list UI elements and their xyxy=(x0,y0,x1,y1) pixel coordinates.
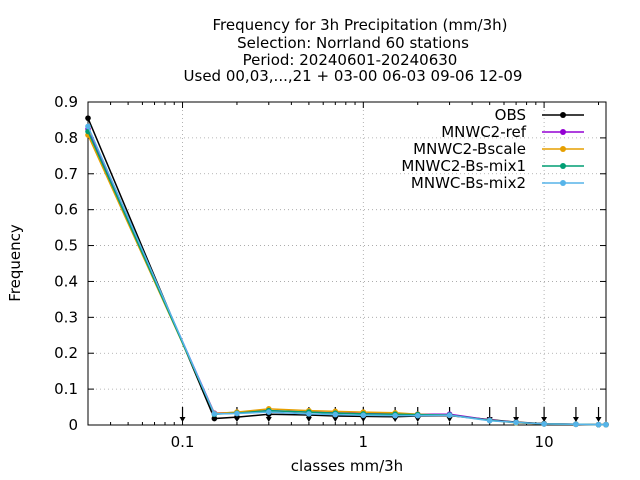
legend-marker xyxy=(560,129,566,135)
data-point xyxy=(306,411,312,417)
data-point xyxy=(573,421,579,428)
legend-entry: OBS xyxy=(495,106,584,124)
data-point xyxy=(603,421,609,428)
legend-marker xyxy=(560,180,566,186)
data-point xyxy=(486,417,493,424)
y-tick-label: 0.2 xyxy=(54,344,78,362)
series-line xyxy=(87,117,606,426)
data-point xyxy=(332,411,339,418)
series-mnwc2-bscale xyxy=(85,132,609,428)
y-tick-label: 0.3 xyxy=(54,308,78,326)
series-line xyxy=(87,134,606,426)
data-series xyxy=(85,115,609,428)
x-tick-label: 0.1 xyxy=(171,433,195,451)
y-tick-label: 0.1 xyxy=(54,380,78,398)
y-tick-label: 0.5 xyxy=(54,237,78,255)
plot-frame xyxy=(87,101,607,426)
axes: 0 0.1 0.2 0.3 0.4 0.5 0.6 0.7 0.8 0.9 0.1 1 10 xyxy=(54,93,607,451)
grid-lines xyxy=(88,102,606,425)
class-marker-arrow xyxy=(572,407,579,422)
title-line-3: Period: 20240601-20240630 xyxy=(243,51,458,69)
data-point xyxy=(85,123,91,130)
class-marker-arrow xyxy=(179,407,186,422)
legend-entry: MNWC2-Bs-mix1 xyxy=(401,157,584,175)
legend-entry: MNWC2-ref xyxy=(441,123,584,141)
x-tick-label: 10 xyxy=(535,433,554,451)
legend-label: MNWC2-Bs-mix1 xyxy=(401,157,526,175)
series-line xyxy=(87,128,606,426)
series-mnwc2-ref xyxy=(85,126,609,428)
x-tick-label: 1 xyxy=(359,433,369,451)
y-tick-label: 0.7 xyxy=(54,165,78,183)
data-point xyxy=(360,412,367,419)
series-mnwc-bs-mix2 xyxy=(85,123,609,428)
data-point xyxy=(85,115,91,121)
series-line xyxy=(87,126,606,426)
data-point xyxy=(541,421,547,427)
legend-label: OBS xyxy=(495,106,526,124)
data-point xyxy=(392,412,398,419)
legend-label: MNWC-Bs-mix2 xyxy=(411,174,526,192)
y-tick-label: 0.8 xyxy=(54,129,78,147)
data-point xyxy=(595,421,602,428)
title-line-1: Frequency for 3h Precipitation (mm/3h) xyxy=(212,16,507,34)
legend-label: MNWC2-Bscale xyxy=(413,140,526,158)
data-point xyxy=(513,419,519,426)
legend-marker xyxy=(560,112,566,118)
data-point xyxy=(211,415,218,422)
legend-entry: MNWC2-Bscale xyxy=(413,140,584,158)
legend: OBSMNWC2-refMNWC2-BscaleMNWC2-Bs-mix1MNW… xyxy=(401,106,584,192)
y-tick-label: 0.9 xyxy=(54,93,78,111)
y-tick-label: 0 xyxy=(68,416,78,434)
legend-entry: MNWC-Bs-mix2 xyxy=(411,174,584,192)
chart-title: Frequency for 3h Precipitation (mm/3h) S… xyxy=(184,16,523,85)
x-axis-label: classes mm/3h xyxy=(291,457,403,475)
data-point xyxy=(265,409,272,415)
title-line-4: Used 00,03,...,21 + 03-00 06-03 09-06 12… xyxy=(184,67,523,85)
y-tick-label: 0.4 xyxy=(54,272,78,290)
data-point xyxy=(446,412,453,419)
legend-marker xyxy=(560,146,566,152)
data-point xyxy=(234,410,240,417)
legend-label: MNWC2-ref xyxy=(441,123,526,141)
data-point xyxy=(211,411,218,417)
series-obs xyxy=(85,115,609,428)
title-line-2: Selection: Norrland 60 stations xyxy=(237,34,469,52)
series-line xyxy=(87,131,606,426)
y-axis-label: Frequency xyxy=(6,224,24,302)
class-marker-arrow xyxy=(595,407,602,422)
y-tick-label: 0.6 xyxy=(54,201,78,219)
class-marker-arrow xyxy=(541,407,548,422)
legend-marker xyxy=(560,163,566,169)
series-mnwc2-bs-mix1 xyxy=(85,128,609,428)
data-point xyxy=(414,412,421,419)
